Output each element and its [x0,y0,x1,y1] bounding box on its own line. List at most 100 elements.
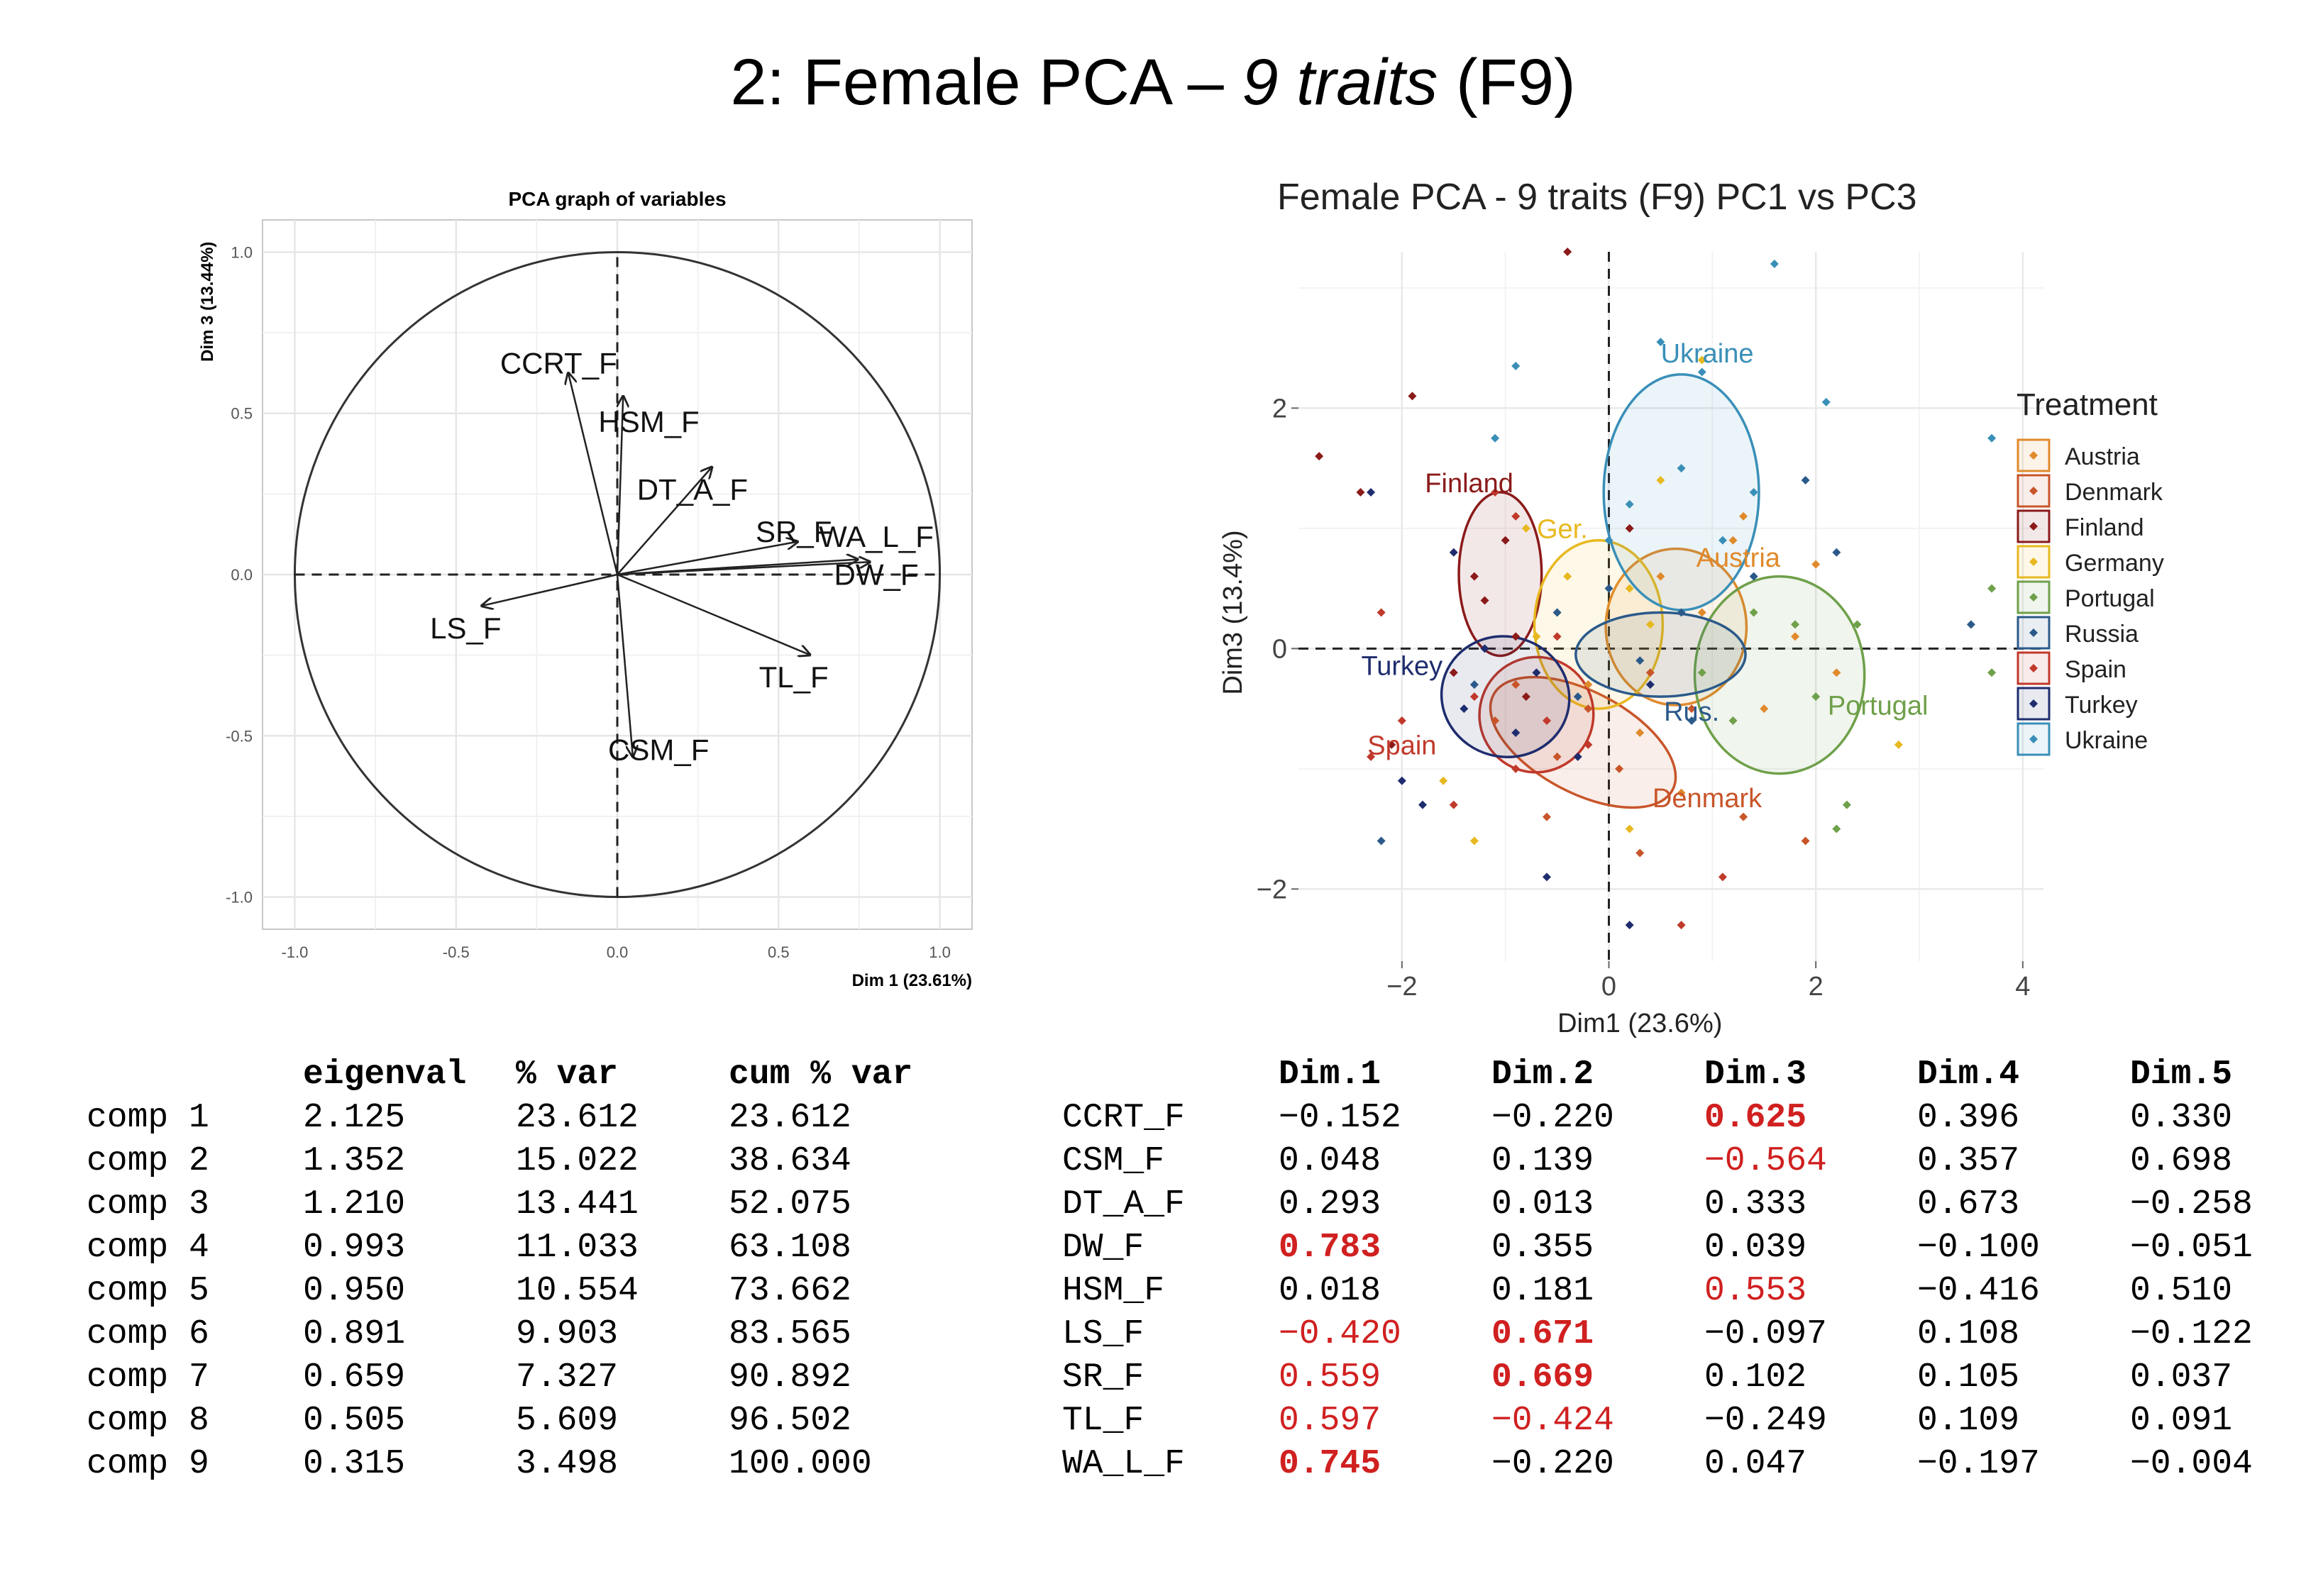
component-label: comp 4 [87,1228,209,1267]
loadings-row: DT_A_F 0.293 0.013 0.333 0.673 −0.258 [1062,1182,2293,1226]
confidence-ellipse-portugal [1693,575,1866,775]
eigen-value-cell: 83.565 [729,1314,851,1353]
variable-arrow-tl-f [617,573,810,655]
component-label: comp 5 [87,1271,209,1310]
data-point-turkey [1573,752,1582,761]
y-tick-label: -0.5 [226,727,253,745]
arrow-label: HSM_F [598,405,699,438]
confidence-ellipse-turkey [1440,635,1571,759]
data-point-austria [1791,632,1799,641]
loadings-header-cell: Dim.5 [2130,1055,2233,1094]
data-point-germany [1469,836,1479,846]
loading-cell: 0.139 [1491,1141,1594,1180]
variable-arrow-dw-f [617,562,870,576]
group-label-ukraine: Ukraine [1661,339,1754,369]
data-point-russia [1552,608,1562,617]
data-point-finland [1480,596,1489,605]
trait-label: HSM_F [1062,1271,1165,1310]
y-tick-label: 0.0 [231,566,253,584]
group-label-austria: Austria [1697,543,1781,573]
data-point-denmark [1543,812,1551,821]
title-prefix: 2: Female PCA – [730,46,1242,118]
y-tick-label: 2 [1272,394,1287,423]
data-point-turkey [1480,644,1489,653]
loading-cell: 0.105 [1917,1358,2020,1397]
loadings-header-row: Dim.1 Dim.2 Dim.3 Dim.4 Dim.5 [1062,1053,2293,1096]
eigen-value-cell: 9.903 [516,1314,619,1353]
trait-label: WA_L_F [1062,1444,1185,1483]
data-point-turkey [1460,704,1469,714]
data-point-turkey [1418,800,1427,809]
eigen-header-cell: eigenval [303,1055,467,1094]
loading-cell: −0.220 [1491,1444,1614,1483]
component-label: comp 2 [87,1141,209,1180]
loading-cell: −0.004 [2130,1444,2253,1483]
loadings-row: LS_F −0.420 0.671 −0.097 0.108 −0.122 [1062,1312,2293,1356]
x-tick-label: -1.0 [281,943,308,961]
loading-cell: 0.293 [1279,1185,1381,1224]
data-point-ukraine [1604,536,1613,545]
data-point-germany [1625,584,1634,593]
component-label: comp 6 [87,1314,209,1353]
data-point-ukraine [1718,536,1727,545]
eigen-row: comp 7 0.659 7.327 90.892 [87,1356,942,1399]
eigen-value-cell: 1.352 [303,1141,406,1180]
group-label-spain: Spain [1367,731,1436,760]
data-point-spain [1397,716,1406,726]
data-point-portugal [1987,668,1997,677]
x-tick-label: -0.5 [443,943,470,961]
data-point-turkey [1645,680,1655,689]
data-point-portugal [1697,668,1706,677]
confidence-ellipse-ukraine [1602,373,1760,611]
data-point-austria [1656,572,1665,581]
eigen-value-cell: 0.315 [303,1444,406,1483]
group-label-denmark: Denmark [1653,784,1762,814]
loading-cell: −0.564 [1704,1141,1827,1180]
loading-cell: 0.673 [1917,1185,2020,1224]
data-point-finland [1449,668,1458,677]
eigen-value-cell: 23.612 [516,1098,639,1137]
data-point-russia [1832,548,1841,557]
loading-cell: −0.416 [1917,1271,2040,1310]
x-tick-label: 1.0 [929,943,951,961]
loading-cell: −0.249 [1704,1401,1827,1440]
data-point-austria [1584,680,1593,689]
x-tick-label: 0.5 [768,943,790,961]
data-point-turkey [1543,872,1551,882]
loading-cell: 0.330 [2130,1098,2233,1137]
loadings-row: WA_L_F 0.745 −0.220 0.047 −0.197 −0.004 [1062,1442,2293,1485]
data-point-germany [1656,476,1665,485]
data-point-ukraine [1821,397,1831,406]
eigen-value-cell: 3.498 [516,1444,619,1483]
eigen-value-cell: 0.891 [303,1314,406,1353]
variable-arrow-ls-f [482,573,618,606]
legend-label-russia: Russia [2065,621,2139,648]
data-point-germany [1645,620,1655,629]
data-point-russia [1604,584,1613,593]
data-point-portugal [1749,608,1758,617]
eigen-row: comp 4 0.993 11.033 63.108 [87,1226,942,1269]
data-point-finland [1356,487,1365,497]
data-point-germany [1521,523,1530,533]
data-point-austria [1728,536,1738,545]
loading-cell: 0.039 [1704,1228,1807,1267]
arrow-label: CSM_F [608,733,709,766]
legend-marker-finland [2029,522,2038,531]
data-point-portugal [1791,620,1799,629]
legend-marker-turkey [2029,699,2038,708]
data-point-denmark [1491,716,1500,726]
eigen-value-cell: 0.505 [303,1401,406,1440]
loading-cell: −0.152 [1279,1098,1401,1137]
eigen-value-cell: 0.659 [303,1358,406,1397]
loading-cell: 0.597 [1279,1401,1381,1440]
loading-cell: 0.333 [1704,1185,1807,1224]
data-point-spain [1469,692,1479,702]
loadings-row: CCRT_F −0.152 −0.220 0.625 0.396 0.330 [1062,1096,2293,1139]
legend-label-ukraine: Ukraine [2065,727,2148,754]
loading-cell: 0.625 [1704,1098,1807,1137]
data-point-turkey [1625,921,1634,930]
arrow-label: CCRT_F [500,346,617,379]
loading-cell: −0.051 [2130,1228,2253,1267]
eigen-header-cell: % var [516,1055,619,1094]
scatter-x-axis-label: Dim1 (23.6%) [1557,1009,1722,1038]
